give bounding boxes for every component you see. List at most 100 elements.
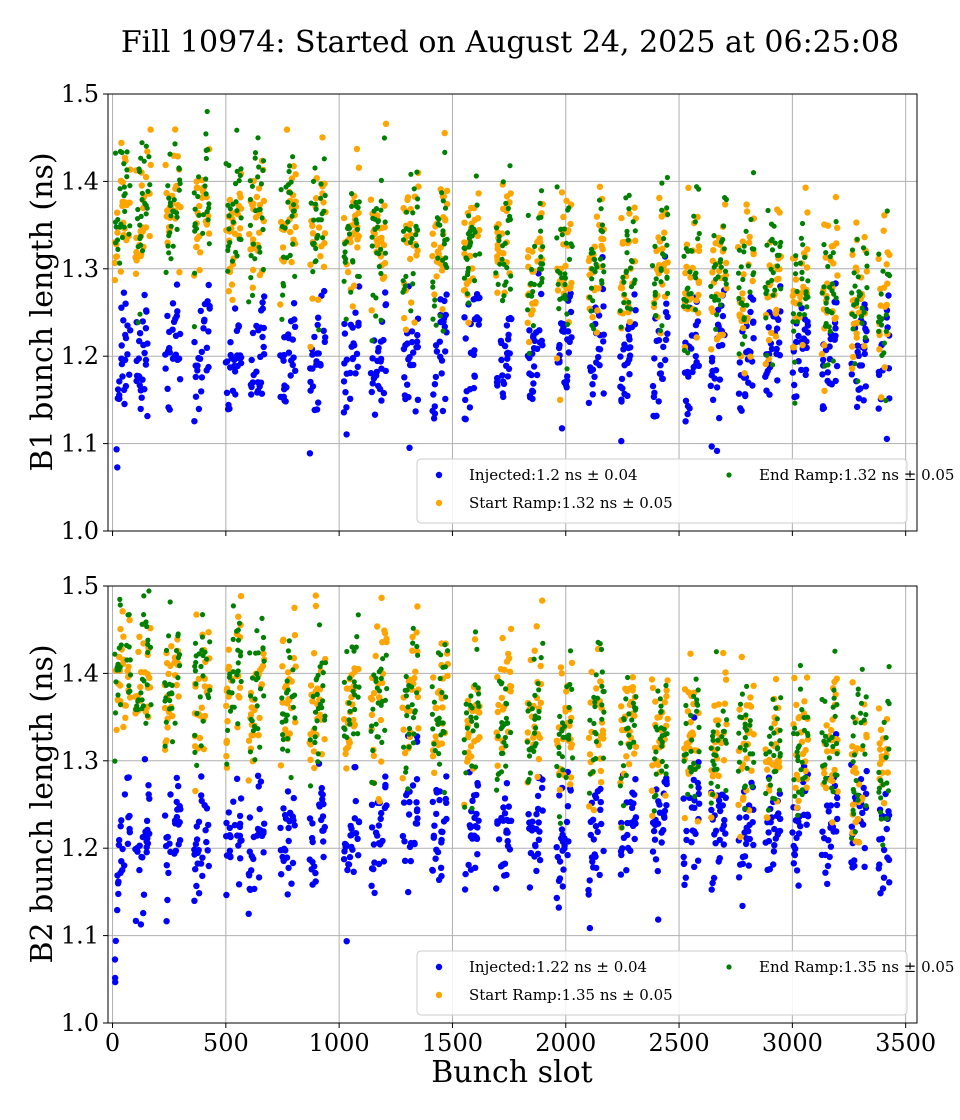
b2-end-ramp-point [431, 741, 437, 747]
b2-end-ramp-point [535, 680, 541, 687]
b2-end-ramp-point [567, 648, 574, 654]
b1-start-ramp-point [194, 184, 201, 192]
b1-injected-point [343, 431, 350, 438]
b1-injected-point [142, 325, 150, 332]
b1-injected-point [277, 393, 284, 401]
b1-injected-point [749, 382, 756, 389]
b1-y-tick-label: 1.0 [61, 517, 99, 545]
b1-start-ramp-point [853, 219, 860, 226]
b1-end-ramp-point [538, 228, 544, 234]
b2-start-ramp-point [114, 696, 122, 703]
b2-end-ramp-point [859, 666, 865, 672]
b2-end-ramp-point [403, 769, 409, 775]
b1-end-ramp-point [855, 274, 861, 280]
b1-start-ramp-point [247, 246, 254, 253]
b2-injected-point [282, 847, 289, 854]
b2-end-ramp-point [315, 705, 321, 712]
b2-end-ramp-point [883, 735, 889, 741]
b1-end-ramp-point [687, 269, 693, 275]
b1-end-ramp-point [659, 207, 665, 213]
b1-injected-point [499, 372, 506, 379]
b2-start-ramp-point [823, 722, 830, 729]
b1-end-ramp-point [118, 221, 124, 227]
b2-end-ramp-point [554, 763, 560, 770]
b1-injected-point [719, 312, 727, 320]
b1-end-ramp-point [596, 197, 603, 203]
b1-end-ramp-point [504, 230, 511, 236]
b2-end-ramp-point [436, 761, 443, 767]
b2-end-ramp-point [462, 804, 468, 810]
b2-injected-point [504, 837, 511, 845]
b2-start-ramp-point [113, 726, 120, 734]
b2-start-ramp-point [590, 806, 598, 814]
b1-end-ramp-point [252, 155, 258, 161]
b1-injected-point [141, 386, 148, 393]
b2-injected-point [658, 829, 665, 836]
b2-end-ramp-point [883, 754, 889, 761]
b2-start-ramp-point [747, 694, 754, 701]
b2-start-ramp-point [464, 717, 471, 724]
b1-injected-point [277, 352, 284, 359]
b2-injected-point [284, 788, 292, 795]
b2-end-ramp-point [878, 795, 884, 801]
b2-injected-point [721, 816, 728, 824]
b1-start-ramp-point [320, 263, 328, 270]
b2-end-ramp-point [777, 738, 783, 744]
b1-end-ramp-point [497, 261, 503, 267]
b1-injected-point [530, 380, 537, 387]
b1-end-ramp-point [284, 255, 290, 261]
b2-injected-point [114, 880, 122, 887]
b1-end-ramp-point [408, 171, 414, 177]
b1-injected-point [431, 381, 439, 388]
b2-end-ramp-point [863, 694, 869, 700]
b2-end-ramp-point [312, 734, 318, 740]
b2-end-ramp-point [799, 759, 805, 765]
b1-start-ramp-point [739, 238, 746, 245]
b1-end-ramp-point [530, 289, 536, 295]
b1-end-ramp-point [659, 323, 665, 329]
b2-start-ramp-point [435, 741, 442, 749]
b1-start-ramp-point [408, 299, 415, 306]
b2-end-ramp-point [463, 710, 470, 716]
b1-end-ramp-point [469, 233, 475, 239]
b2-injected-point [803, 821, 810, 828]
b2-injected-point [827, 843, 835, 850]
b2-injected-point [745, 828, 752, 835]
b1-end-ramp-point [777, 243, 783, 249]
b2-end-ramp-point [226, 674, 232, 680]
b1-start-ramp-point [147, 161, 154, 169]
b2-injected-point [710, 874, 718, 882]
b2-injected-point [124, 840, 132, 847]
b2-end-ramp-point [527, 747, 533, 753]
b2-end-ramp-point [536, 715, 542, 721]
b2-injected-point [340, 856, 348, 863]
b2-end-ramp-point [169, 682, 175, 689]
b2-end-ramp-point [204, 656, 210, 662]
b1-injected-point [819, 356, 827, 364]
b1-start-ramp-point [524, 254, 532, 261]
b2-injected-point [594, 788, 602, 795]
b2-start-ramp-point [880, 800, 888, 807]
b1-end-ramp-point [112, 150, 119, 156]
b1-injected-point [254, 379, 262, 386]
b1-start-ramp-point [824, 222, 832, 229]
b2-injected-point [649, 848, 657, 855]
b1-end-ramp-point [794, 319, 801, 325]
b2-end-ramp-point [556, 744, 562, 751]
b1-end-ramp-point [763, 315, 769, 321]
b1-start-ramp-point [354, 244, 361, 251]
b2-end-ramp-point [659, 743, 665, 749]
b2-start-ramp-point [801, 698, 808, 705]
b2-injected-point [167, 848, 174, 856]
b2-injected-point [683, 827, 690, 835]
b2-end-ramp-point [851, 752, 858, 758]
b1-start-ramp-point [713, 336, 721, 343]
b1-end-ramp-point [192, 206, 198, 212]
b2-start-ramp-point [146, 674, 153, 682]
b2-start-ramp-point [235, 613, 242, 620]
b2-end-ramp-point [830, 743, 836, 750]
b2-points [111, 588, 893, 986]
b2-start-ramp-point [370, 752, 378, 759]
b1-injected-point [442, 311, 449, 319]
b2-start-ramp-point [260, 650, 267, 657]
